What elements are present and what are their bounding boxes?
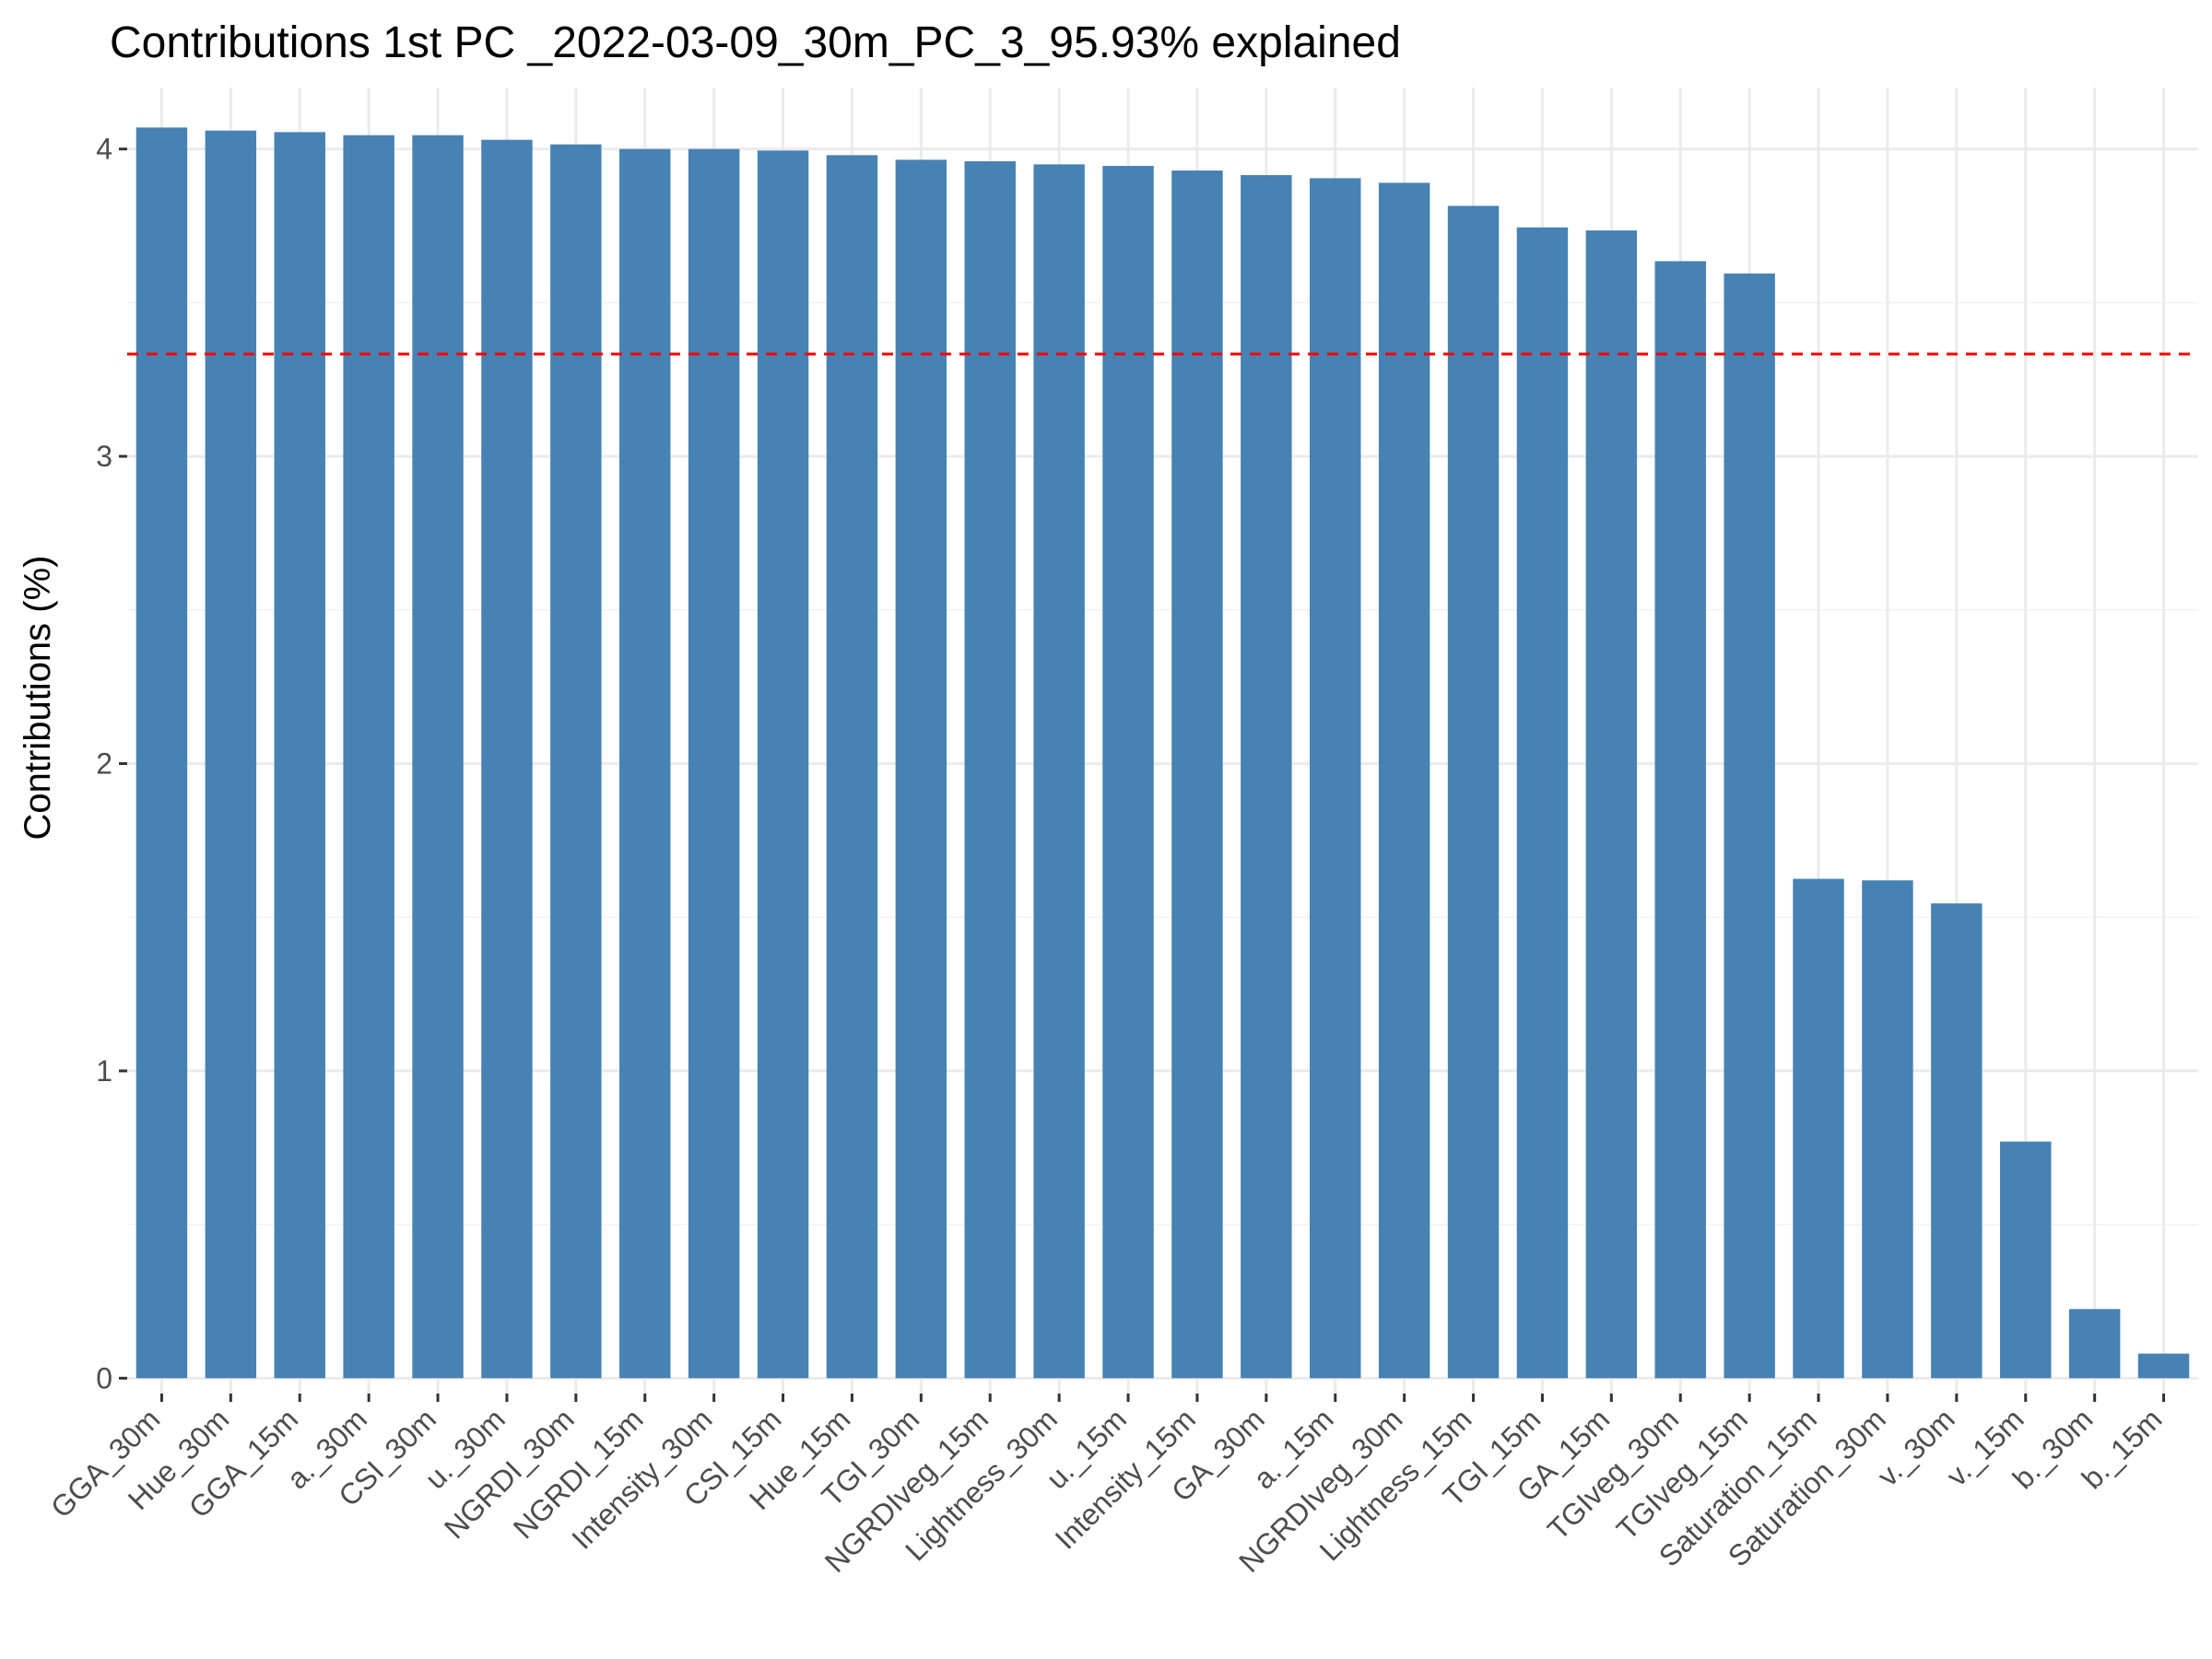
bar-GGA_30m [135,127,188,1379]
bar-Intensity_30m [688,148,740,1379]
x-axis-ticks: GGA_30mHue_30mGGA_15ma._30mCSI_30mu._30m… [44,1394,2168,1579]
bar-CSI_30m [412,135,464,1379]
bar-u._15m [1102,166,1154,1379]
bar-u._30m [481,139,533,1379]
bars [135,127,2190,1379]
bar-GA_15m [1585,230,1638,1379]
bar-a._15m [1310,178,1361,1379]
bar-TGI_30m [895,159,947,1379]
bar-NGRDIveg_15m [964,161,1016,1379]
bar-GGA_15m [274,132,325,1379]
bar-NGRDI_30m [550,144,602,1379]
bar-CSI_15m [757,150,809,1379]
y-tick-label: 1 [96,1054,112,1088]
bar-NGRDIveg_30m [1378,182,1430,1379]
bar-NGRDI_15m [619,148,671,1379]
y-axis-ticks: 0 1 2 3 4 [96,133,127,1394]
bar-TGIveg_30m [1654,261,1706,1379]
y-tick-label: 2 [96,747,112,781]
bar-Saturation_30m [1862,880,1913,1379]
x-tick-label: v._30m [1871,1402,1961,1492]
y-tick-label: 3 [96,440,112,473]
bar-b._30m [2068,1309,2121,1379]
bar-Saturation_15m [1793,878,1844,1379]
bar-v._15m [2000,1141,2052,1379]
bar-Lightness_15m [1447,206,1500,1379]
bar-Lightness_30m [1033,164,1085,1379]
chart-title: Contributions 1st PC _2022-03-09_30m_PC_… [110,18,1401,67]
y-axis-label: Contributions (%) [18,555,58,840]
bar-v._30m [1931,903,1983,1379]
bar-a._30m [343,135,394,1379]
bar-GA_30m [1241,175,1292,1379]
bar-Hue_15m [826,155,878,1379]
bar-Intensity_15m [1171,171,1223,1379]
bar-Hue_30m [205,130,257,1379]
bar-TGIveg_15m [1724,273,1775,1379]
y-tick-label: 4 [96,133,112,166]
bar-TGI_15m [1516,227,1569,1379]
y-tick-label: 0 [96,1361,112,1394]
bar-b._15m [2137,1353,2190,1379]
